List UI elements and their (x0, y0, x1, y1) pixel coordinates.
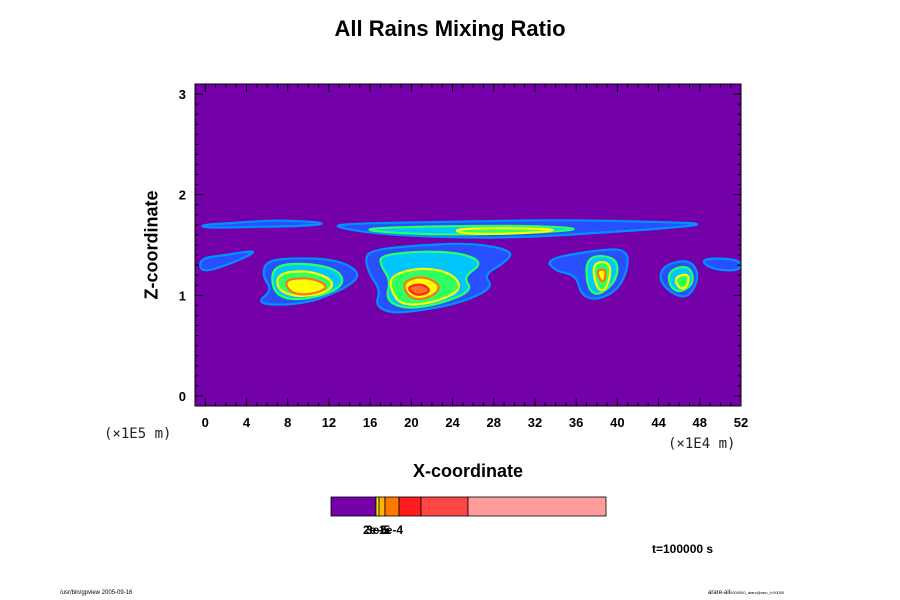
x-axis-label: X-coordinate (412, 461, 523, 481)
footer-file-main: arare-all (708, 590, 731, 596)
footer-file-info: arare-all0000000_atarc@rain_t=00000 (708, 590, 784, 596)
x-tick-label: 12 (322, 415, 336, 430)
rain-region (201, 219, 323, 229)
y-tick-label: 2 (179, 188, 186, 203)
y-tick-label: 3 (179, 87, 186, 102)
x-tick-label: 44 (651, 415, 666, 430)
y-tick-label: 1 (179, 288, 186, 303)
x-tick-label: 24 (445, 415, 460, 430)
rain-region (455, 227, 555, 235)
x-tick-label: 40 (610, 415, 624, 430)
x-axis-unit: (×1E4 m) (668, 436, 736, 452)
x-tick-label: 20 (404, 415, 418, 430)
x-tick-label: 52 (734, 415, 748, 430)
x-tick-label: 36 (569, 415, 583, 430)
x-tick-label: 0 (202, 415, 209, 430)
colorbar-segment (420, 496, 469, 517)
colorbar-label: 1e-4 (379, 523, 404, 537)
rain-region (285, 277, 327, 296)
colorbar-segment (378, 496, 386, 517)
colorbar-segment (398, 496, 422, 517)
time-label: t=100000 s (652, 542, 714, 556)
x-tick-label: 4 (243, 415, 251, 430)
colorbar-label: 3e-5 (366, 523, 391, 537)
x-tick-label: 16 (363, 415, 377, 430)
y-axis-unit: (×1E5 m) (104, 426, 172, 442)
colorbar-label: 2e-5 (363, 523, 388, 537)
y-tick-label: 0 (179, 389, 186, 404)
colorbar-segment (330, 496, 377, 517)
rain-region (199, 250, 255, 272)
x-tick-label: 32 (528, 415, 542, 430)
chart-title: All Rains Mixing Ratio (334, 16, 566, 41)
rain-region (674, 273, 690, 290)
colorbar-segment (375, 496, 380, 517)
rain-region (596, 268, 607, 283)
x-tick-label: 48 (693, 415, 707, 430)
x-tick-label: 28 (487, 415, 501, 430)
colorbar-segment (467, 496, 607, 517)
x-tick-label: 8 (284, 415, 291, 430)
rain-region (408, 283, 430, 296)
rain-region (702, 257, 741, 272)
footer-program-date: /usr/bin/gpview 2005-09-16 (60, 590, 133, 596)
footer-file-small: 0000000_atarc@rain_t=00000 (730, 590, 785, 595)
colorbar-segment (384, 496, 400, 517)
